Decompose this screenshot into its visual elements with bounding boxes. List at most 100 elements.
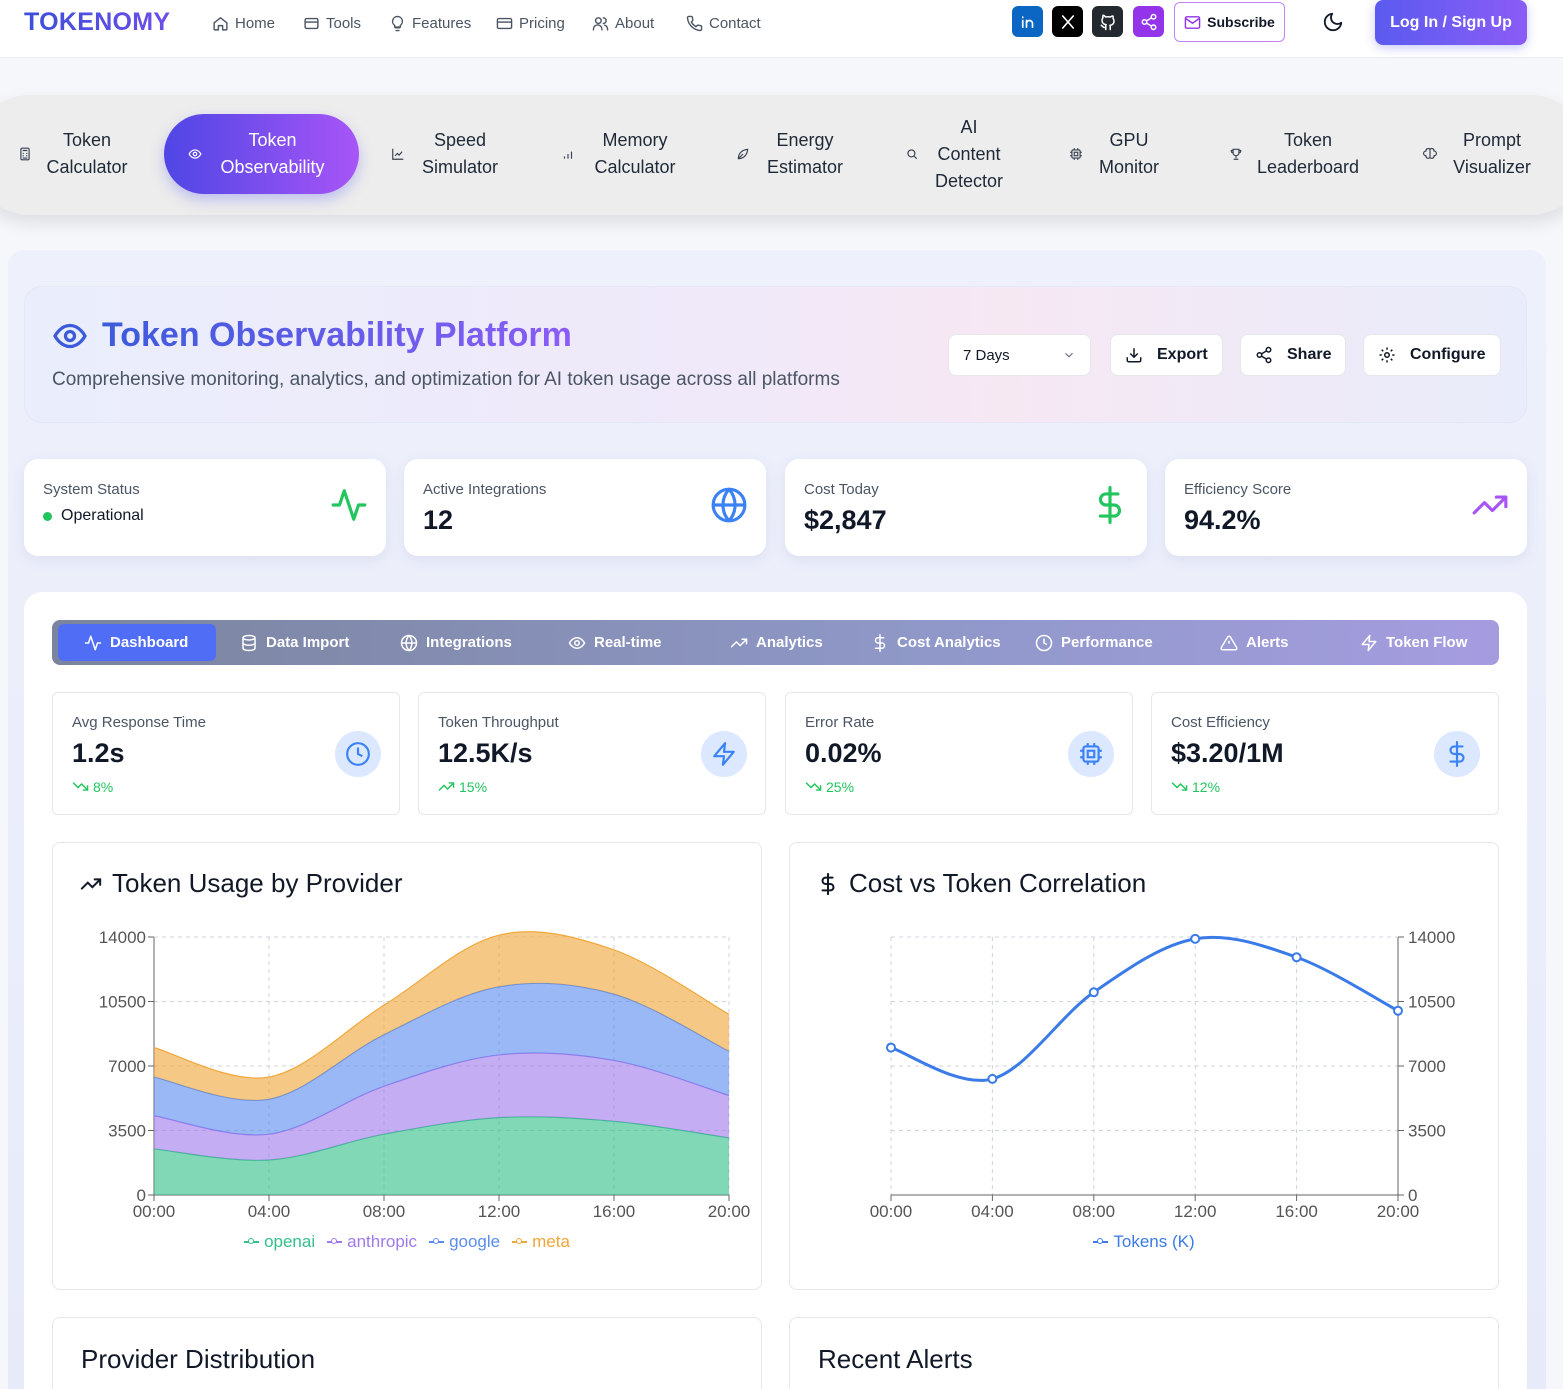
card-title: Recent Alerts xyxy=(818,1344,973,1374)
x-tick-label: 16:00 xyxy=(1275,1202,1318,1221)
card-title: Provider Distribution xyxy=(81,1344,316,1374)
subscribe-button[interactable]: Subscribe xyxy=(1174,2,1285,42)
legend-label: meta xyxy=(532,1232,570,1251)
legend-item[interactable]: meta xyxy=(512,1232,570,1252)
cpu-icon xyxy=(1070,148,1082,160)
nav-pricing-link[interactable]: Pricing xyxy=(496,11,565,35)
chart-title-text: Token Usage by Provider xyxy=(112,868,403,898)
tab-analytics[interactable]: Analytics xyxy=(730,624,823,661)
lightbulb-icon xyxy=(391,15,404,31)
x-tick-label: 20:00 xyxy=(1377,1202,1420,1221)
tab-integrations-label: Integrations xyxy=(426,634,512,651)
stat-value: 12 xyxy=(423,505,454,535)
tool-ai-content-detector[interactable]: AI Content Detector xyxy=(905,114,1009,194)
login-signup-button[interactable]: Log In / Sign Up xyxy=(1375,0,1527,45)
tool-memory-calculator[interactable]: Memory Calculator xyxy=(561,114,685,194)
period-select[interactable]: 7 Days xyxy=(948,334,1091,376)
tab-performance[interactable]: Performance xyxy=(1035,624,1153,661)
tab-integrations[interactable]: Integrations xyxy=(400,624,512,661)
globe-icon xyxy=(400,634,418,651)
nav-home-link[interactable]: Home xyxy=(212,11,275,35)
zap-icon xyxy=(713,742,735,766)
trending-up-icon xyxy=(730,638,748,647)
nav-features-link[interactable]: Features xyxy=(389,11,471,35)
cost-correlation-chart: 0 3500 7000 10500 14000 00:00 04:00 08:00 12:00 1… xyxy=(870,928,1456,1221)
tab-cost-analytics-label: Cost Analytics xyxy=(897,634,1001,651)
github-icon xyxy=(1100,14,1115,30)
metric-value: 12.5K/s xyxy=(438,738,533,768)
y-tick-label: 10500 xyxy=(99,993,146,1012)
dollar-icon xyxy=(1098,486,1121,524)
x-tick-label: 00:00 xyxy=(133,1202,176,1221)
legend-item[interactable]: openai xyxy=(244,1232,315,1252)
eye-icon xyxy=(568,636,586,649)
card-recent-alerts: Recent Alerts xyxy=(789,1317,1499,1389)
tool-energy-estimator[interactable]: Energy Estimator xyxy=(736,114,850,194)
x-button[interactable] xyxy=(1052,6,1083,37)
export-button[interactable]: Export xyxy=(1110,334,1223,376)
legend-label: anthropic xyxy=(347,1232,418,1251)
clock-icon xyxy=(346,742,370,766)
data-point xyxy=(987,1073,998,1084)
chart-title: Token Usage by Provider xyxy=(80,868,402,899)
share-label: Share xyxy=(1287,346,1332,363)
configure-button[interactable]: Configure xyxy=(1363,334,1501,376)
configure-label: Configure xyxy=(1410,346,1486,363)
moon-icon[interactable] xyxy=(1322,11,1344,33)
tab-real-time[interactable]: Real-time xyxy=(568,624,662,661)
share-icon xyxy=(1141,13,1156,30)
legend-label: openai xyxy=(264,1232,316,1251)
period-select-value: 7 Days xyxy=(963,346,1010,364)
share-button-social[interactable] xyxy=(1133,6,1164,37)
trending-down-icon xyxy=(72,782,89,791)
database-icon xyxy=(242,634,256,651)
trending-down-icon xyxy=(805,782,822,791)
metric-delta-value: 8% xyxy=(93,778,114,795)
tool-token-leaderboard[interactable]: Token Leaderboard xyxy=(1229,114,1363,194)
legend-swatch xyxy=(429,1237,445,1247)
metric-cost-efficiency: Cost Efficiency $3.20/1M 12% xyxy=(1151,692,1499,815)
share-button[interactable]: Share xyxy=(1240,334,1347,376)
tool-prompt-visualizer[interactable]: Prompt Visualizer xyxy=(1423,114,1537,194)
nav-about-link[interactable]: About xyxy=(592,11,654,35)
phone-icon xyxy=(686,15,703,31)
tab-data-import[interactable]: Data Import xyxy=(240,624,349,661)
nav-contact-link[interactable]: Contact xyxy=(686,11,761,35)
nav-tools-link[interactable]: Tools xyxy=(303,11,361,35)
nav-features-label: Features xyxy=(412,14,472,32)
tool-gpu-monitor[interactable]: GPU Monitor xyxy=(1069,114,1165,194)
legend-item[interactable]: anthropic xyxy=(327,1232,417,1252)
globe-icon xyxy=(711,487,747,523)
linkedin-icon xyxy=(1021,15,1033,28)
tab-alerts[interactable]: Alerts xyxy=(1220,624,1289,661)
github-button[interactable] xyxy=(1092,6,1123,37)
legend-item[interactable]: Tokens (K) xyxy=(1093,1232,1195,1252)
tool-token-calculator[interactable]: Token Calculator xyxy=(18,114,132,194)
y-tick-label: 7000 xyxy=(1408,1057,1446,1076)
tool-prompt-visualizer-label: Prompt Visualizer xyxy=(1453,130,1531,177)
tab-dashboard[interactable]: Dashboard xyxy=(58,624,217,661)
x-tick-label: 04:00 xyxy=(248,1202,291,1221)
tab-token-flow[interactable]: Token Flow xyxy=(1360,624,1467,661)
legend-item[interactable]: google xyxy=(429,1232,500,1252)
brand-logo[interactable]: TOKENOMY xyxy=(24,8,171,36)
page-subtitle: Comprehensive monitoring, analytics, and… xyxy=(52,369,840,390)
zap-icon xyxy=(1361,634,1377,651)
tool-token-observability-label: Token Observability xyxy=(220,130,325,177)
tool-token-observability[interactable]: Token Observability xyxy=(164,114,359,194)
tab-cost-analytics[interactable]: Cost Analytics xyxy=(871,624,1001,661)
metric-icon-badge xyxy=(1068,731,1114,777)
credit-card-icon xyxy=(496,17,513,29)
gear-icon xyxy=(1379,347,1395,363)
chart-legend: openai anthropic google meta xyxy=(53,1232,761,1252)
tab-data-import-label: Data Import xyxy=(266,634,350,651)
y-tick-label: 14000 xyxy=(1408,928,1455,947)
line-series xyxy=(890,935,1399,1082)
mail-icon xyxy=(1184,15,1201,29)
tool-speed-simulator[interactable]: Speed Simulator xyxy=(391,114,505,194)
data-point xyxy=(1190,933,1201,944)
linkedin-button[interactable] xyxy=(1012,6,1043,37)
brain-icon xyxy=(1423,147,1437,159)
metric-delta-value: 25% xyxy=(826,778,855,795)
status-badge: Operational xyxy=(43,507,144,525)
